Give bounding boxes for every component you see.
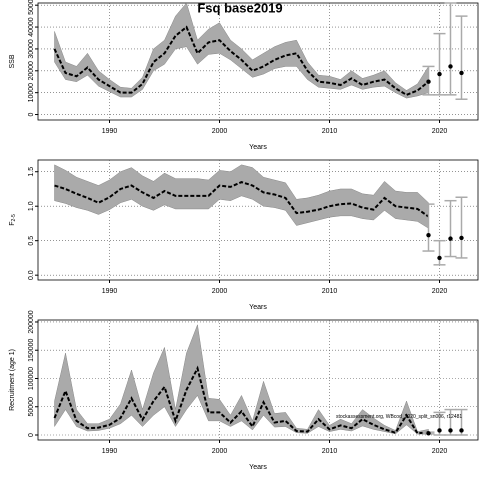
y-tick-label: 20000	[28, 61, 35, 81]
x-tick-label: 2010	[322, 288, 338, 295]
x-tick-label: 1990	[102, 128, 118, 135]
projection-point	[426, 79, 431, 84]
y-tick-label: 50000	[28, 0, 35, 15]
x-tick-label: 2020	[432, 128, 448, 135]
x-tick-label: 1990	[102, 288, 118, 295]
y-axis-label-sub: 2-5	[11, 214, 17, 221]
x-tick-label: 2000	[212, 288, 228, 295]
y-tick-label: 0	[28, 433, 35, 437]
y-tick-label: 10000	[28, 83, 35, 103]
y-tick-label: 50000	[28, 397, 35, 417]
y-tick-label: 40000	[28, 17, 35, 37]
x-axis-label: Years	[249, 304, 267, 311]
y-tick-label: 1.5	[28, 167, 35, 177]
y-axis-label-main: Recruitment (age 1)	[9, 349, 16, 411]
x-tick-label: 1990	[102, 448, 118, 455]
y-tick-label: 0.5	[28, 236, 35, 246]
projection-point	[448, 236, 453, 241]
y-axis-label-main: SSB	[9, 54, 16, 68]
projection-point	[426, 232, 431, 238]
y-axis-label: F2-5	[9, 214, 17, 226]
x-tick-label: 2010	[322, 448, 338, 455]
projection-point	[426, 431, 431, 436]
y-axis-label-main: F	[9, 221, 16, 225]
y-tick-label: 100000	[28, 367, 35, 390]
x-tick-label: 2000	[212, 128, 228, 135]
x-tick-label: 2020	[432, 288, 448, 295]
y-tick-label: 200000	[28, 310, 35, 333]
y-tick-label: 1.0	[28, 201, 35, 211]
annotation: stockassessment.org, WBcod_2020_split_sn…	[336, 414, 462, 420]
estimate-line	[53, 25, 430, 96]
projection-point	[437, 255, 442, 261]
x-axis-label: Years	[249, 464, 267, 471]
y-tick-label: 30000	[28, 39, 35, 59]
y-tick-label: 150000	[28, 338, 35, 361]
projection-point	[459, 428, 464, 433]
y-tick-label: 0	[28, 112, 35, 116]
estimate-line	[54, 181, 430, 218]
y-axis-label: Recruitment (age 1)	[9, 349, 16, 411]
x-tick-label: 2020	[432, 448, 448, 455]
x-tick-label: 2010	[322, 128, 338, 135]
estimate-line	[53, 365, 429, 435]
projection-point	[459, 235, 464, 241]
chart-title: Fsq base2019	[197, 0, 282, 15]
projection-point	[437, 71, 442, 77]
y-tick-label: 0.0	[28, 270, 35, 280]
y-axis-label: SSB	[9, 54, 16, 68]
plot-frame	[37, 319, 479, 441]
plot-frame	[37, 2, 479, 121]
x-axis-label: Years	[249, 144, 267, 151]
projection-point	[448, 64, 453, 69]
confidence-band	[54, 2, 429, 99]
projection-point	[448, 428, 453, 433]
plot-frame	[37, 159, 479, 281]
x-tick-label: 2000	[212, 448, 228, 455]
projection-point	[459, 70, 464, 76]
projection-point	[437, 428, 442, 433]
